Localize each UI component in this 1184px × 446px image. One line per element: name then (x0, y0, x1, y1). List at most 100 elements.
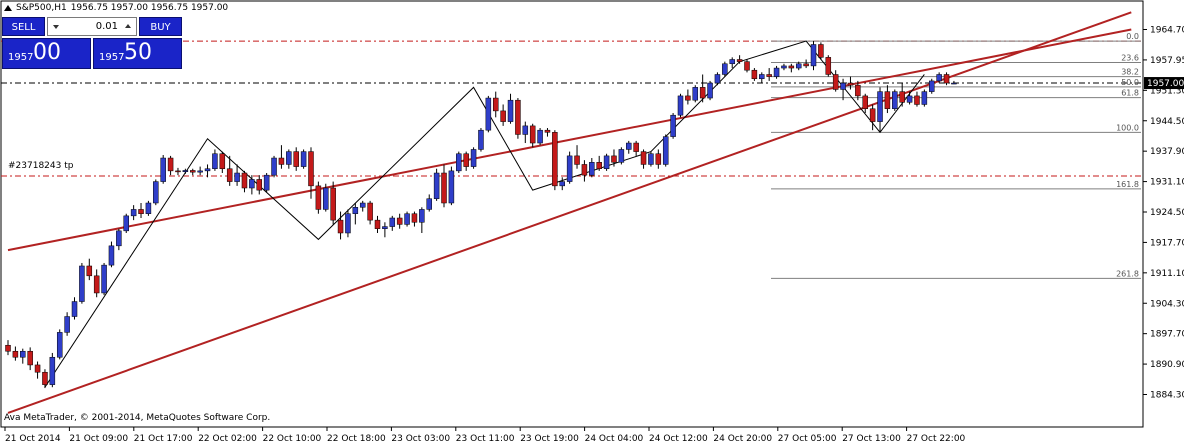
candle-body (670, 114, 676, 137)
chevron-down-icon[interactable] (50, 18, 62, 35)
candle-body (116, 230, 122, 247)
fib-level-label: 161.8 (1116, 180, 1139, 189)
price-tick-label: 1884.30 (1150, 391, 1184, 401)
price-tick-label: 1944.50 (1150, 117, 1184, 127)
price-tick-label: 1911.10 (1150, 269, 1184, 279)
current-price-label: 1957.00 (1147, 79, 1184, 89)
candle-body (226, 168, 233, 182)
candle-body (722, 63, 728, 75)
time-tick-label: 22 Oct 02:00 (198, 434, 257, 444)
buy-price-button[interactable]: 1957 50 (93, 38, 182, 69)
candle-body (759, 74, 765, 80)
candle-body (707, 82, 713, 99)
candle-body (492, 97, 499, 112)
candle-body (596, 162, 602, 169)
lot-size-field[interactable]: 0.01 (47, 17, 137, 36)
candle-body (840, 82, 846, 90)
price-tick-label: 1904.30 (1150, 299, 1184, 309)
candle-body (951, 82, 957, 85)
candle-body (382, 226, 388, 229)
sell-button[interactable]: SELL (2, 17, 45, 36)
chevron-up-icon[interactable] (122, 18, 134, 35)
candle-body (182, 170, 189, 172)
time-tick-label: 21 Oct 09:00 (69, 434, 128, 444)
candle-body (825, 57, 832, 75)
candle-body (241, 172, 248, 189)
candle-body (42, 371, 48, 385)
candle-body (160, 157, 166, 182)
symbol-title: S&P500,H1 (16, 3, 67, 13)
candle-body (662, 136, 669, 165)
candle-body (190, 170, 196, 173)
candle-body (263, 174, 270, 191)
candle-body (108, 245, 115, 266)
candle-body (101, 264, 107, 294)
candle-body (611, 155, 617, 163)
lot-size-value[interactable]: 0.01 (95, 21, 118, 32)
candle-body (448, 170, 455, 204)
time-tick-label: 23 Oct 11:00 (456, 434, 515, 444)
candle-body (12, 350, 19, 358)
candle-body (714, 74, 721, 84)
candle-body (552, 132, 558, 187)
copyright-text: Ava MetaTrader, © 2001-2014, MetaQuotes … (4, 413, 271, 423)
candle-body (86, 265, 93, 277)
candle-body (93, 275, 100, 294)
candle-body (278, 157, 285, 165)
time-tick-label: 27 Oct 05:00 (778, 434, 837, 444)
candle-body (271, 157, 277, 176)
candle-body (810, 44, 817, 67)
buy-button[interactable]: BUY (139, 17, 182, 36)
candle-body (323, 187, 329, 210)
candle-body (766, 74, 772, 77)
candle-body (500, 110, 506, 122)
fib-level-label: 38.2 (1121, 68, 1139, 77)
candle-body (463, 153, 469, 167)
sell-price-major: 1957 (8, 52, 34, 63)
time-tick-label: 27 Oct 22:00 (907, 434, 966, 444)
candle-body (626, 142, 632, 150)
price-tick-label: 1957.95 (1150, 56, 1184, 66)
candle-body (175, 170, 181, 173)
candle-body (929, 80, 935, 92)
candle-body (751, 69, 758, 80)
candle-body (204, 168, 211, 172)
candle-body (256, 179, 263, 191)
time-tick-label: 27 Oct 13:00 (842, 434, 901, 444)
candle-body (345, 213, 351, 234)
fib-level-label: 61.8 (1121, 89, 1139, 98)
current-price-tag (1144, 77, 1184, 90)
triangle-up-icon (4, 5, 12, 11)
candle-body (559, 181, 565, 187)
candle-body (71, 301, 78, 317)
price-tick-label: 1951.30 (1150, 86, 1184, 96)
candle-body (352, 207, 359, 214)
fib-level-label: 100.0 (1116, 123, 1139, 132)
candle-body (167, 157, 174, 172)
candle-body (574, 155, 580, 165)
candle-body (153, 181, 159, 204)
candle-body (359, 202, 366, 208)
candle-body (411, 213, 418, 223)
candle-body (286, 151, 292, 165)
candle-body (803, 63, 809, 67)
candle-body (396, 217, 403, 225)
candle-body (884, 91, 891, 110)
candle-body (906, 95, 913, 103)
time-axis: 21 Oct 2014 21 Oct 09:00 21 Oct 17:00 22 Oc… (4, 427, 966, 444)
time-tick-label: 23 Oct 19:00 (520, 434, 579, 444)
candle-body (633, 142, 639, 152)
time-tick-label: 23 Oct 03:00 (391, 434, 450, 444)
time-tick-label: 24 Oct 04:00 (585, 434, 644, 444)
candle-body (145, 202, 152, 214)
sell-price-button[interactable]: 1957 00 (2, 38, 91, 69)
candle-body (315, 185, 322, 210)
candle-body (781, 65, 787, 69)
candle-body (877, 91, 883, 122)
fib-level-label: 0.0 (1126, 32, 1139, 41)
time-tick-label: 24 Oct 20:00 (713, 434, 772, 444)
candle-body (914, 95, 920, 105)
candle-body (293, 151, 299, 167)
candle-body (699, 87, 706, 99)
